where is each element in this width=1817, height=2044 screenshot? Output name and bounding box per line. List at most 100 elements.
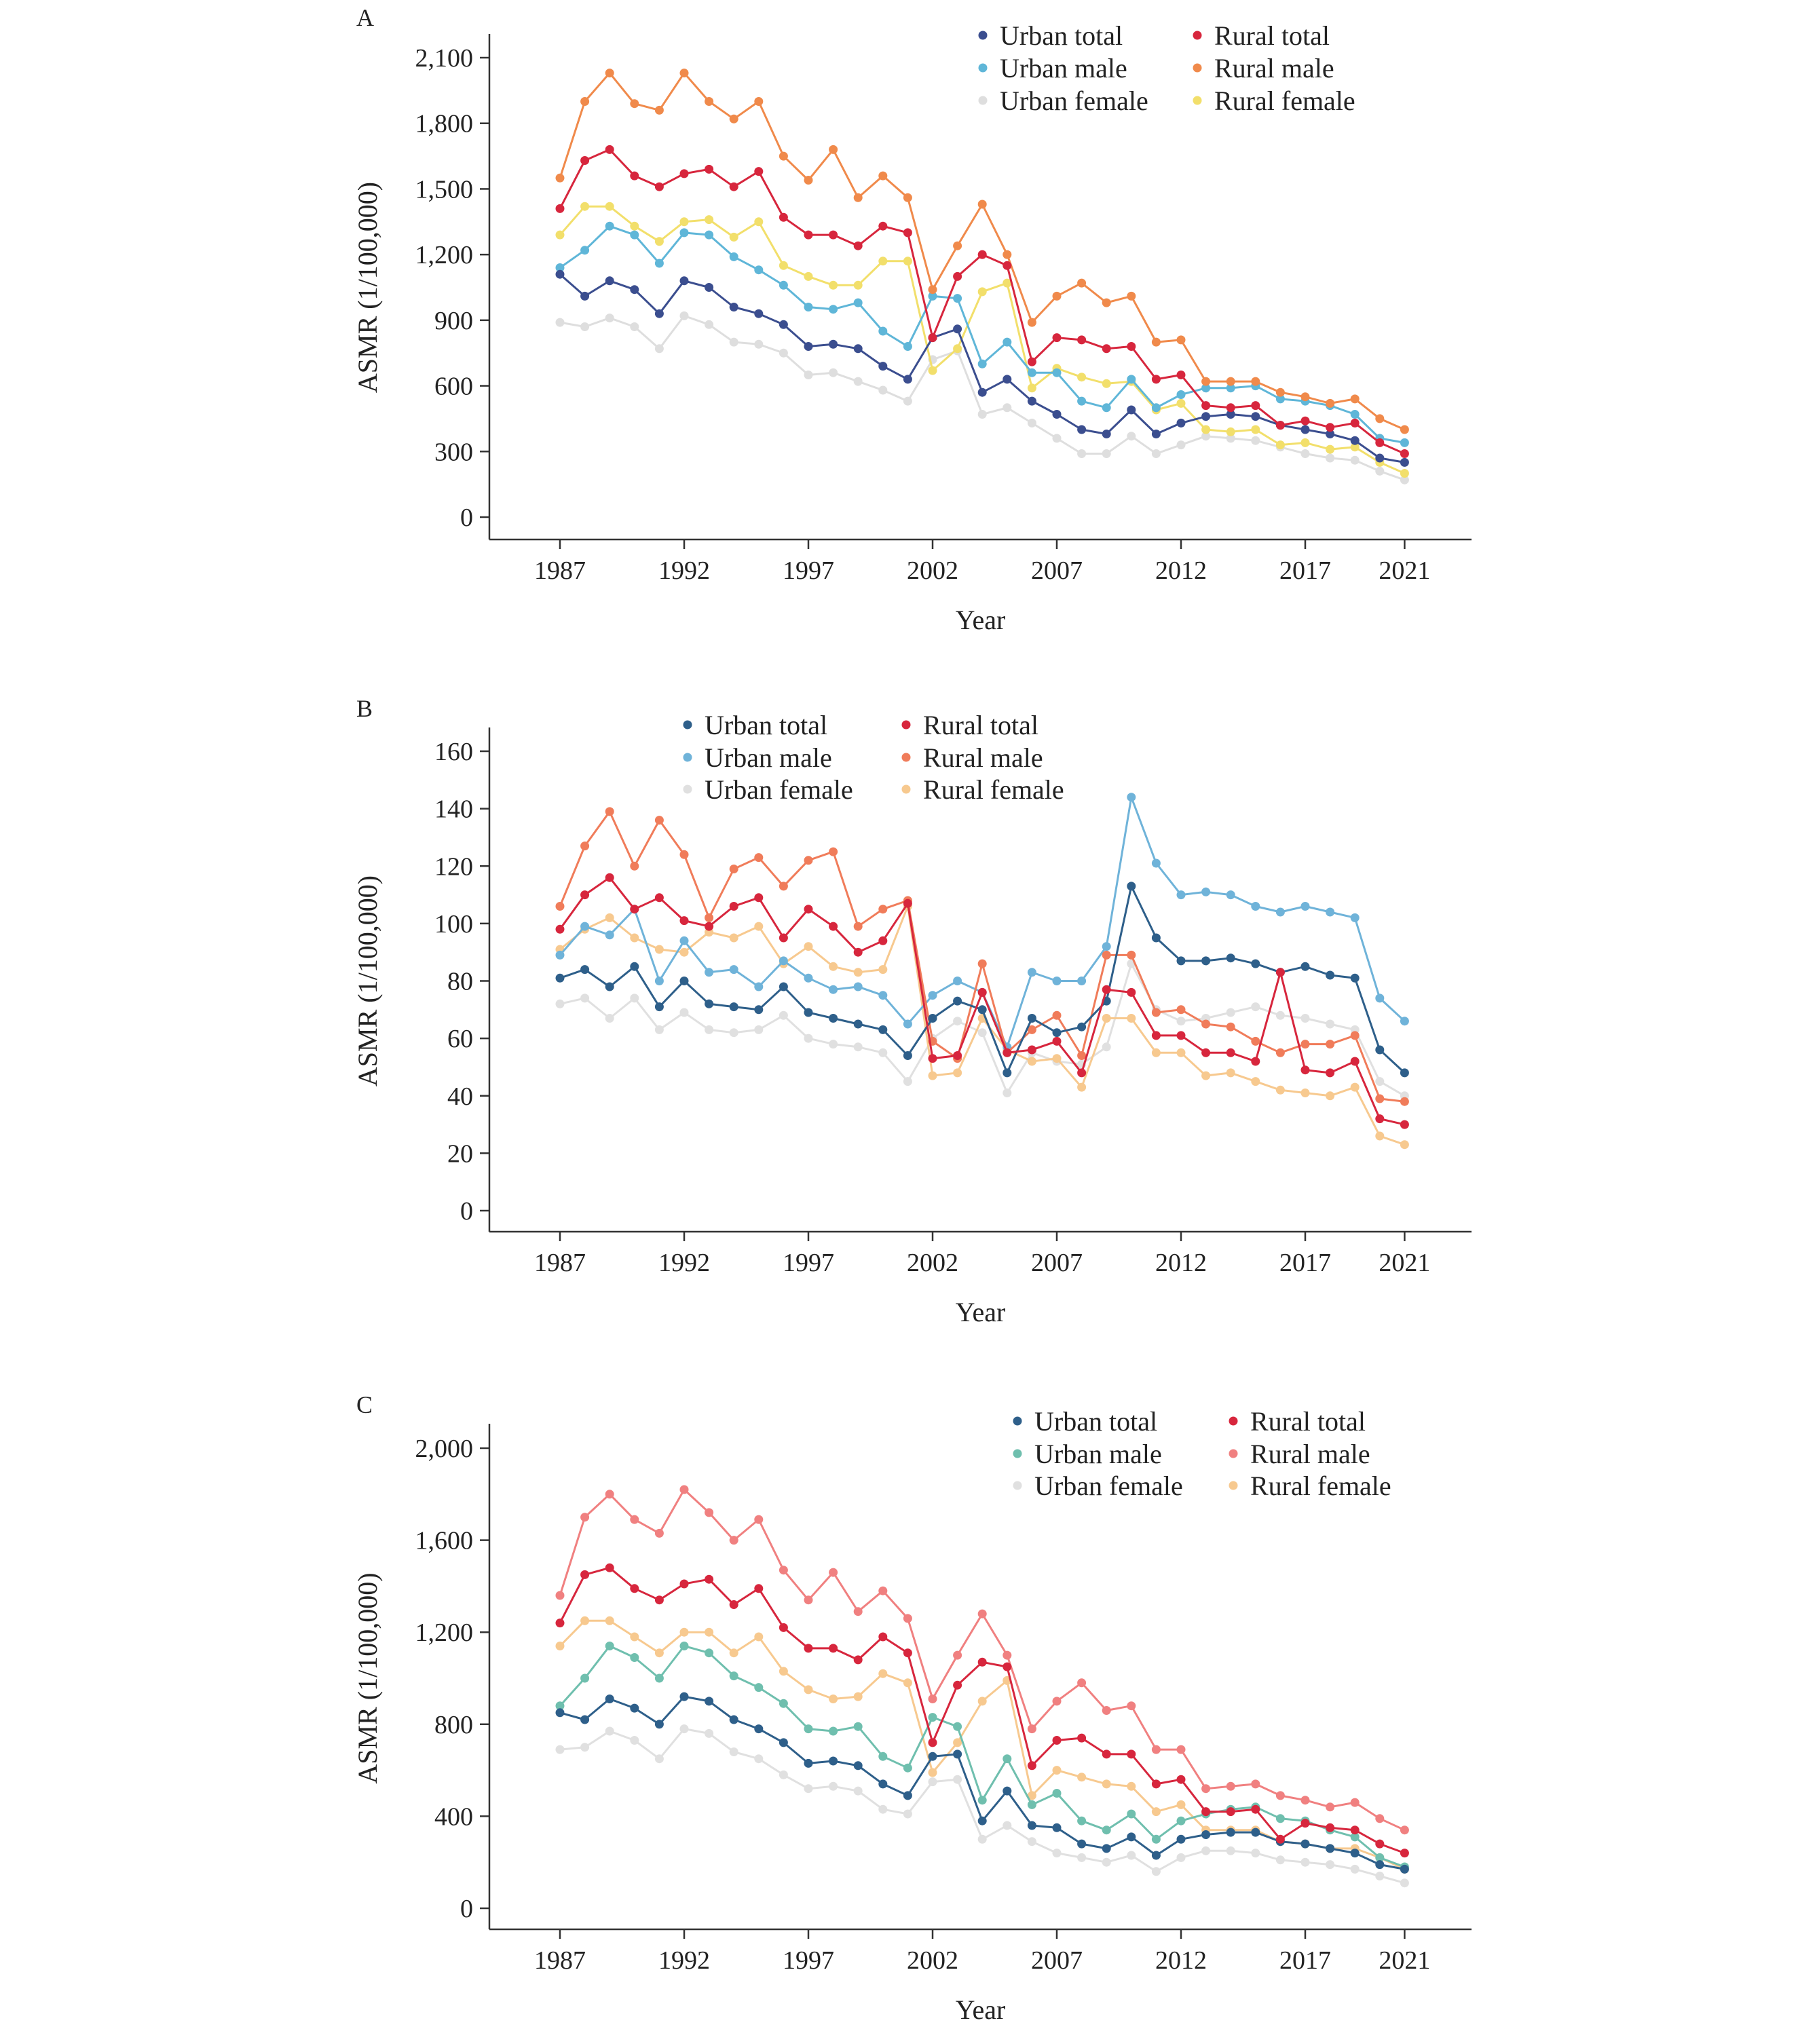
data-point <box>1201 401 1211 411</box>
data-point <box>878 1586 888 1595</box>
data-point <box>903 1763 912 1773</box>
data-point <box>1102 1779 1111 1789</box>
data-point <box>779 1667 788 1676</box>
data-point <box>679 169 689 178</box>
data-point <box>1300 1040 1310 1049</box>
data-point <box>1400 475 1409 485</box>
data-point <box>705 968 714 977</box>
data-point <box>953 1749 962 1759</box>
data-point <box>754 1005 764 1015</box>
data-point <box>977 1796 987 1805</box>
data-point <box>605 1563 614 1572</box>
data-point <box>1251 902 1260 911</box>
data-point <box>1275 387 1285 397</box>
data-point <box>605 202 614 211</box>
data-point <box>1077 278 1087 288</box>
data-point <box>1300 1065 1310 1075</box>
data-point <box>1102 449 1111 458</box>
data-point <box>1226 383 1235 393</box>
data-point <box>977 1005 987 1015</box>
y-tick-label: 60 <box>447 1025 473 1053</box>
data-point <box>1127 1851 1136 1860</box>
data-point <box>1052 291 1062 301</box>
data-point <box>1350 1825 1360 1835</box>
x-tick-label: 1992 <box>658 556 710 585</box>
legend-marker <box>1229 1449 1238 1458</box>
data-point <box>580 97 590 106</box>
data-point <box>1102 1857 1111 1867</box>
data-point <box>1102 1844 1111 1853</box>
data-point <box>630 1736 639 1745</box>
data-point <box>1375 1853 1385 1862</box>
data-point <box>1326 907 1335 917</box>
data-point <box>1251 401 1260 411</box>
data-point <box>977 1657 987 1667</box>
data-point <box>903 375 912 384</box>
data-point <box>903 1614 912 1623</box>
data-point <box>1350 1082 1360 1092</box>
chart-panel-b: B 0 20 40 60 80 100 120 140 160 1987 1992 1997 2002 20… <box>352 695 1472 1327</box>
data-point <box>1077 1678 1087 1688</box>
data-point <box>977 959 987 968</box>
data-point <box>605 1695 614 1703</box>
data-point <box>1102 950 1111 960</box>
data-point <box>1027 1045 1036 1055</box>
data-point <box>1003 1048 1012 1057</box>
data-point <box>1400 469 1409 478</box>
data-point <box>1201 377 1211 386</box>
data-point <box>705 164 714 174</box>
data-point <box>580 1570 590 1579</box>
x-tick-label: 2007 <box>1031 556 1083 585</box>
data-point <box>1102 942 1111 951</box>
data-point <box>1102 1042 1111 1052</box>
legend-marker <box>1013 1481 1022 1490</box>
data-point <box>1375 1094 1385 1103</box>
data-point <box>1326 1019 1335 1029</box>
data-point <box>654 1673 664 1683</box>
x-tick-label: 2017 <box>1279 556 1331 585</box>
data-point <box>1350 410 1360 419</box>
legend-item: Urban female <box>978 86 1148 116</box>
data-point <box>878 965 888 974</box>
data-point <box>1052 1054 1062 1063</box>
data-point <box>903 1051 912 1060</box>
data-point <box>729 933 738 943</box>
data-point <box>1251 1849 1260 1858</box>
data-point <box>829 1756 838 1766</box>
data-point <box>605 69 614 78</box>
data-point <box>729 902 738 911</box>
data-point <box>555 1619 565 1628</box>
data-point <box>1350 973 1360 983</box>
data-point <box>1201 412 1211 421</box>
data-point <box>953 1068 962 1078</box>
data-point <box>1226 1068 1235 1078</box>
data-point <box>878 1804 888 1814</box>
data-point <box>1251 1036 1260 1046</box>
data-point <box>1226 427 1235 436</box>
y-axis-title: ASMR (1/100,000) <box>352 182 383 393</box>
data-point <box>1127 291 1136 301</box>
y-axis-title: ASMR (1/100,000) <box>352 1572 383 1783</box>
data-point <box>729 303 738 311</box>
data-point <box>1003 375 1012 384</box>
data-point <box>903 257 912 266</box>
data-point <box>580 922 590 931</box>
data-point <box>729 1648 738 1658</box>
data-point <box>605 913 614 922</box>
x-tick-label: 2021 <box>1379 556 1430 585</box>
x-tick-label: 2007 <box>1031 1946 1083 1975</box>
data-point <box>977 1816 987 1825</box>
data-point <box>804 856 813 865</box>
data-point <box>679 1642 689 1650</box>
data-point <box>1127 1701 1136 1711</box>
data-point <box>1326 430 1335 438</box>
data-point <box>1201 1048 1211 1057</box>
data-point <box>853 1692 863 1701</box>
data-point <box>1077 396 1087 406</box>
data-point <box>1275 1048 1285 1057</box>
data-point <box>1027 357 1036 366</box>
legend-item: Rural total <box>901 710 1038 740</box>
data-point <box>630 322 639 331</box>
data-point <box>853 922 863 931</box>
